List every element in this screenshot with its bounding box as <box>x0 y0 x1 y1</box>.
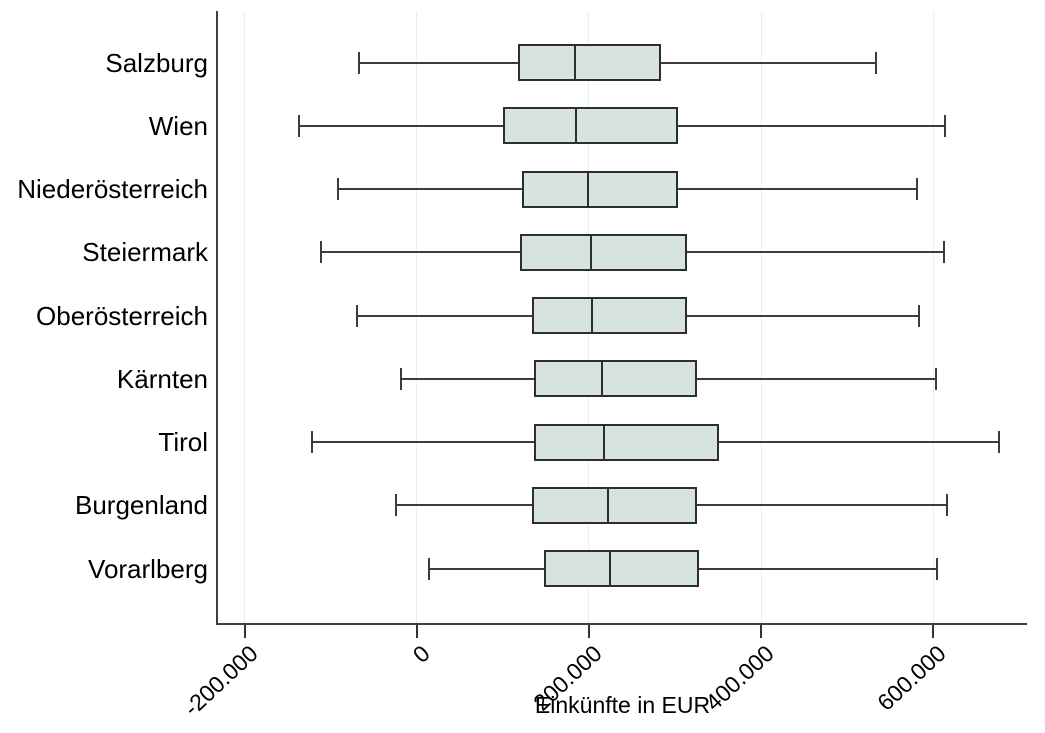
whisker-low-cap <box>297 114 300 137</box>
whisker-left-line <box>298 124 503 127</box>
iqr-box <box>533 360 698 398</box>
x-axis-tick-label: -200.000 <box>178 640 263 721</box>
iqr-box <box>532 297 688 334</box>
whisker-low-cap <box>427 557 430 580</box>
whisker-right-line <box>718 441 999 443</box>
whisker-left-line <box>338 188 522 190</box>
iqr-box <box>532 486 698 524</box>
x-axis-tick <box>415 625 418 638</box>
y-axis-label: Steiermark <box>82 237 208 268</box>
y-axis-label: Niederösterreich <box>17 174 208 204</box>
x-axis-tick <box>760 625 763 638</box>
whisker-right-line <box>697 504 947 507</box>
iqr-box <box>544 550 700 587</box>
whisker-left-line <box>396 504 533 507</box>
median-line <box>590 297 593 334</box>
median-line <box>589 233 592 271</box>
y-axis-line <box>216 11 218 623</box>
iqr-box <box>502 107 679 145</box>
median-line <box>600 360 603 398</box>
x-axis-tick <box>243 625 246 638</box>
iqr-box <box>520 233 688 271</box>
whisker-high-cap <box>934 367 937 390</box>
gridline <box>760 11 762 623</box>
y-axis-label: Wien <box>148 110 208 141</box>
whisker-left-line <box>321 251 521 254</box>
median-line <box>575 107 578 145</box>
x-axis-line <box>216 623 1027 625</box>
x-axis-tick-label: 200.000 <box>528 640 607 716</box>
gridline <box>416 11 418 623</box>
whisker-left-line <box>428 567 545 570</box>
y-axis-label: Tirol <box>158 427 208 457</box>
y-axis-label: Burgenland <box>75 490 208 521</box>
x-axis-tick-label: 400.000 <box>700 640 779 716</box>
whisker-low-cap <box>358 51 361 74</box>
whisker-left-line <box>359 61 519 64</box>
gridline <box>932 11 934 623</box>
x-axis-title: Einkünfte in EUR <box>534 692 711 718</box>
whisker-high-cap <box>915 178 918 200</box>
median-line <box>606 486 609 524</box>
whisker-high-cap <box>945 494 948 517</box>
whisker-high-cap <box>917 304 920 327</box>
y-axis-label: Kärnten <box>116 363 208 394</box>
whisker-right-line <box>687 251 944 254</box>
iqr-box <box>521 170 679 208</box>
whisker-low-cap <box>356 304 359 327</box>
whisker-right-line <box>687 314 919 317</box>
y-axis-label: Vorarlberg <box>88 553 208 584</box>
whisker-left-line <box>401 377 534 380</box>
whisker-right-line <box>661 61 876 64</box>
median-line <box>574 44 577 81</box>
whisker-low-cap <box>395 494 398 517</box>
x-axis-tick-label: 600.000 <box>872 640 951 716</box>
whisker-right-line <box>678 188 917 190</box>
iqr-box <box>533 423 719 461</box>
whisker-high-cap <box>944 114 947 137</box>
median-line <box>608 550 611 587</box>
whisker-right-line <box>699 567 937 570</box>
whisker-high-cap <box>997 431 1000 453</box>
x-axis-tick <box>932 625 935 638</box>
median-line <box>587 170 590 208</box>
whisker-low-cap <box>310 431 313 453</box>
y-axis-label: Oberösterreich <box>36 300 208 331</box>
whisker-low-cap <box>320 241 323 264</box>
whisker-left-line <box>357 314 533 317</box>
whisker-low-cap <box>400 367 403 390</box>
iqr-box <box>518 44 662 81</box>
whisker-left-line <box>311 441 534 443</box>
whisker-high-cap <box>935 557 938 580</box>
whisker-high-cap <box>942 241 945 264</box>
y-axis-label: Salzburg <box>105 47 208 78</box>
whisker-right-line <box>697 377 936 380</box>
whisker-high-cap <box>874 51 877 74</box>
median-line <box>603 423 606 461</box>
whisker-low-cap <box>337 178 340 200</box>
whisker-right-line <box>678 124 946 127</box>
x-axis-tick-label: 0 <box>407 640 435 668</box>
x-axis-tick <box>587 625 590 638</box>
gridline <box>244 11 246 623</box>
